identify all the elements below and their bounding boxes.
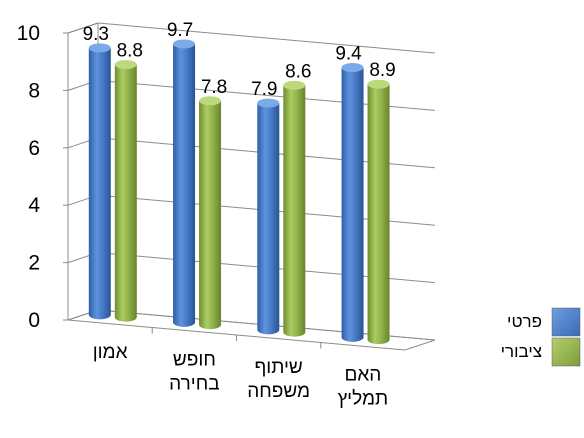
- tick-labels: 0 2 4 6 8 10 אמון חופש בחירה שיתוף משפחה האם תמליץ: [17, 22, 389, 409]
- x-tick-label-line: בחירה: [169, 373, 219, 394]
- x-tick-label-line: חופש: [173, 349, 216, 370]
- data-label: 8.6: [285, 61, 311, 82]
- x-tick-label-line: אמון: [93, 342, 128, 363]
- data-label: 8.9: [369, 60, 395, 81]
- bar-top: [341, 63, 364, 73]
- x-tick-label: חופש בחירה: [169, 349, 219, 394]
- bars: [88, 39, 390, 345]
- bar: [367, 84, 390, 345]
- x-tick-label-line: משפחה: [247, 381, 310, 402]
- axes: [63, 32, 436, 351]
- data-label: 9.7: [167, 20, 193, 41]
- bar-top: [88, 43, 111, 53]
- legend: פרטי ציבורי: [501, 307, 581, 367]
- x-tick-label: אמון: [93, 342, 128, 363]
- x-tick-label-line: האם: [344, 364, 381, 385]
- data-label: 9.4: [335, 44, 362, 65]
- bar: [199, 100, 222, 330]
- data-label: 7.9: [251, 79, 277, 100]
- x-tick-label-line: תמליץ: [338, 388, 389, 409]
- y-tick-label: 0: [28, 309, 40, 332]
- bar: [114, 64, 137, 322]
- bar: [257, 103, 280, 335]
- data-labels: 9.3 9.7 7.9 9.4 8.8 7.8 8.6 8.9: [83, 20, 396, 100]
- bar-top: [114, 60, 137, 70]
- y-tick-label: 4: [28, 194, 40, 217]
- y-tick-label: 6: [28, 137, 40, 160]
- y-tick-label: 8: [28, 79, 40, 102]
- bar: [341, 67, 364, 342]
- legend-swatch: [551, 307, 581, 337]
- x-tick-label: שיתוף משפחה: [247, 357, 310, 402]
- bar: [173, 43, 196, 327]
- bar-top: [199, 96, 222, 106]
- data-label: 7.8: [201, 77, 227, 98]
- bar-top: [367, 79, 390, 89]
- legend-label: פרטי: [507, 312, 542, 331]
- x-tick-label: האם תמליץ: [338, 364, 389, 409]
- bar-top: [173, 39, 196, 49]
- floor-right-edge: [404, 339, 436, 351]
- x-tick-label-line: שיתוף: [254, 357, 302, 378]
- data-label: 9.3: [83, 24, 109, 45]
- y-tick-label: 10: [17, 22, 40, 45]
- gridline: [67, 22, 436, 54]
- data-label: 8.8: [117, 41, 143, 62]
- bar: [88, 47, 111, 320]
- bar-top: [283, 80, 306, 90]
- legend-swatch: [551, 337, 581, 367]
- legend-label: ציבורי: [501, 342, 542, 361]
- y-tick-label: 2: [28, 252, 40, 275]
- bar-top: [257, 98, 280, 108]
- bar: [283, 85, 306, 337]
